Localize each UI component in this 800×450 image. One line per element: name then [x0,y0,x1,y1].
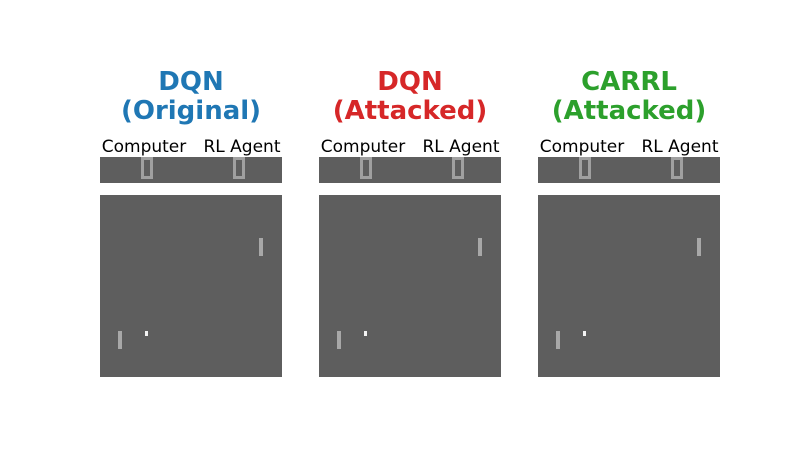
game-panel: CARRL (Attacked) Computer RL Agent [538,0,720,450]
panel-title: CARRL (Attacked) [498,68,760,126]
pong-field [538,195,720,377]
title-method: DQN [158,67,224,97]
title-condition: (Attacked) [551,96,707,126]
title-condition: (Original) [120,96,262,126]
score-bar [319,157,501,183]
computer-paddle [337,331,341,349]
agent-score-digit [452,157,464,179]
computer-score-digit [360,157,372,179]
agent-label: RL Agent [422,137,500,157]
computer-score-digit [141,157,153,179]
ball [145,331,148,336]
agent-label: RL Agent [641,137,719,157]
title-method: DQN [377,67,443,97]
computer-label: Computer [320,137,406,157]
pong-field [100,195,282,377]
computer-label: Computer [101,137,187,157]
game-panel: DQN (Original) Computer RL Agent [100,0,282,450]
agent-score-digit [671,157,683,179]
game-panel: DQN (Attacked) Computer RL Agent [319,0,501,450]
computer-paddle [556,331,560,349]
agent-paddle [697,238,701,256]
panel-title: DQN (Attacked) [279,68,541,126]
title-condition: (Attacked) [332,96,488,126]
computer-score-digit [579,157,591,179]
title-method: CARRL [581,67,677,97]
computer-paddle [118,331,122,349]
panel-title: DQN (Original) [60,68,322,126]
agent-paddle [478,238,482,256]
score-bar [100,157,282,183]
agent-score-digit [233,157,245,179]
agent-label: RL Agent [203,137,281,157]
score-bar [538,157,720,183]
pong-field [319,195,501,377]
ball [364,331,367,336]
agent-paddle [259,238,263,256]
ball [583,331,586,336]
computer-label: Computer [539,137,625,157]
